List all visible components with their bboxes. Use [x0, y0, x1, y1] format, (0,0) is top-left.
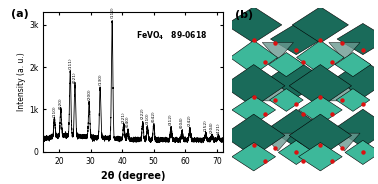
Text: (242): (242) — [188, 114, 192, 126]
Polygon shape — [296, 40, 344, 75]
Polygon shape — [345, 140, 378, 164]
Polygon shape — [299, 96, 342, 124]
Polygon shape — [223, 114, 285, 157]
Text: $\mathregular{FeVO_4}$   89-0618: $\mathregular{FeVO_4}$ 89-0618 — [136, 29, 208, 42]
Polygon shape — [270, 24, 322, 55]
Text: (111): (111) — [68, 58, 72, 69]
Polygon shape — [292, 7, 349, 43]
Polygon shape — [329, 43, 360, 60]
Polygon shape — [230, 40, 277, 75]
Text: (200): (200) — [87, 89, 91, 100]
Polygon shape — [268, 60, 324, 98]
Text: (312): (312) — [169, 113, 173, 125]
Polygon shape — [223, 65, 285, 107]
Text: (204): (204) — [210, 121, 214, 133]
Text: (004): (004) — [180, 117, 184, 128]
Text: (112): (112) — [110, 7, 114, 18]
Polygon shape — [289, 114, 352, 157]
Polygon shape — [226, 7, 282, 43]
X-axis label: 2θ (degree): 2θ (degree) — [101, 171, 166, 181]
Text: (021): (021) — [73, 71, 77, 83]
Polygon shape — [329, 83, 360, 101]
Polygon shape — [335, 60, 378, 98]
Polygon shape — [289, 65, 352, 107]
Polygon shape — [337, 24, 378, 55]
Text: (040): (040) — [126, 116, 130, 127]
Polygon shape — [329, 133, 360, 151]
Polygon shape — [232, 143, 276, 171]
Text: (421): (421) — [216, 123, 220, 134]
Text: (222): (222) — [141, 107, 145, 119]
Polygon shape — [335, 52, 371, 77]
Polygon shape — [299, 143, 342, 171]
Text: (110): (110) — [53, 105, 56, 117]
Polygon shape — [268, 109, 324, 148]
Polygon shape — [268, 52, 304, 77]
Polygon shape — [262, 133, 293, 151]
Y-axis label: Intensity (a. u.): Intensity (a. u.) — [17, 52, 26, 111]
Text: (152): (152) — [204, 119, 208, 131]
Text: (a): (a) — [11, 9, 29, 19]
Polygon shape — [335, 109, 378, 148]
Polygon shape — [270, 89, 303, 111]
Text: (310): (310) — [146, 112, 149, 124]
Polygon shape — [278, 140, 314, 164]
Polygon shape — [232, 96, 276, 124]
Polygon shape — [336, 89, 370, 111]
Polygon shape — [262, 83, 293, 101]
Text: (221): (221) — [122, 111, 126, 123]
Text: (042): (042) — [152, 110, 156, 122]
Text: (130): (130) — [98, 73, 102, 85]
Polygon shape — [262, 43, 293, 60]
Text: (020): (020) — [59, 97, 63, 109]
Text: (b): (b) — [235, 10, 253, 20]
